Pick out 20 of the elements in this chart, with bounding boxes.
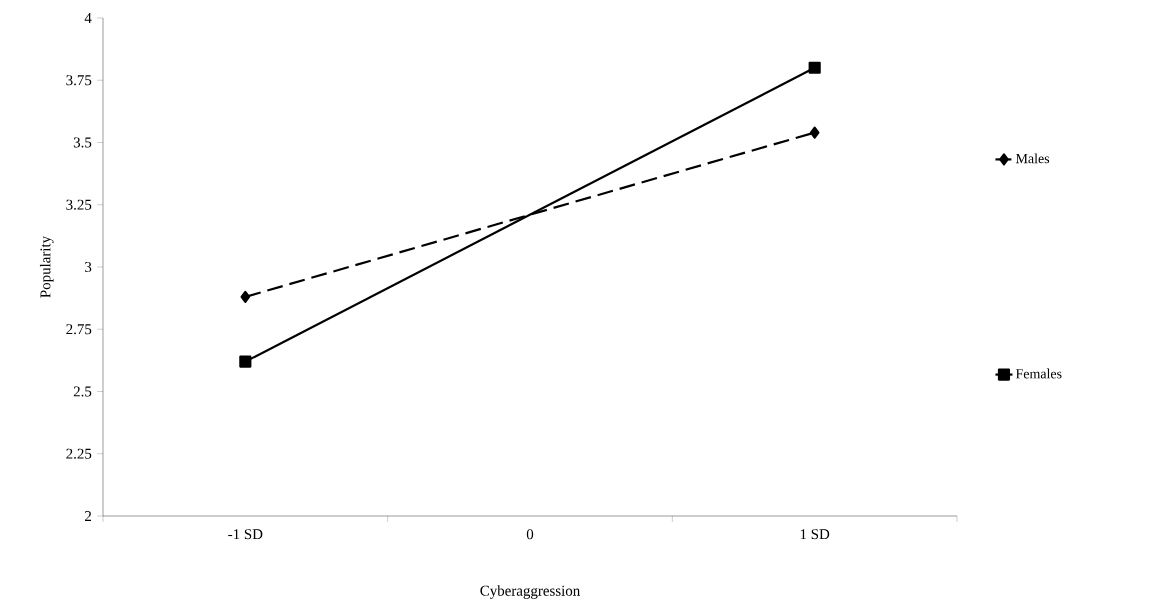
- y-tick-label: 2.5: [73, 386, 92, 397]
- y-tick-label: 3.75: [66, 75, 92, 86]
- x-tick-label: 1 SD: [800, 529, 830, 540]
- x-tick-label: 0: [526, 529, 534, 540]
- y-tick-label: 4: [84, 13, 92, 23]
- legend-label: Females: [1015, 368, 1062, 379]
- x-tick-label: -1 SD: [228, 529, 263, 540]
- y-tick-label: 3: [85, 261, 92, 273]
- y-tick-label: 3.5: [73, 137, 92, 148]
- y-tick-label: 3.25: [66, 199, 92, 210]
- y-axis-title: Popularity: [39, 235, 54, 298]
- legend-label: Males: [1015, 153, 1050, 164]
- point: [239, 355, 252, 368]
- x-axis-title: Cyberaggression: [480, 585, 580, 599]
- point: [809, 126, 820, 139]
- y-tick-label: 2.75: [66, 324, 92, 335]
- y-tick-label: 2.25: [66, 448, 92, 459]
- point: [808, 61, 821, 74]
- y-tick-label: 2: [85, 511, 92, 521]
- point: [240, 290, 251, 303]
